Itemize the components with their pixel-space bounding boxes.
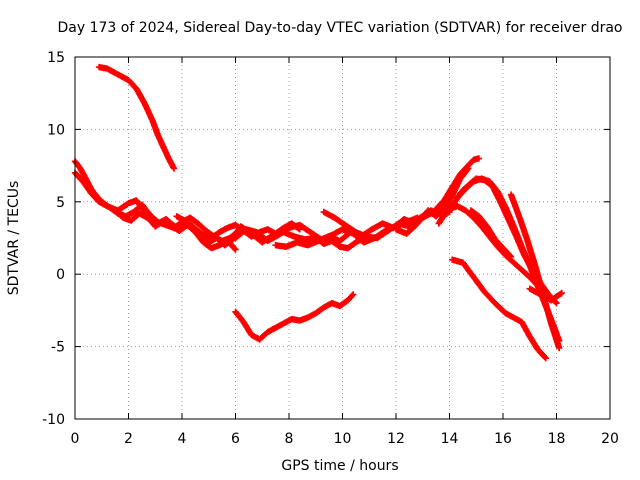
ticks: 0 2 4 6 8 10 12 14 16 18 20 -10 -5 0 5 10 15 [42,50,619,447]
series-markers [232,291,357,343]
series-markers [467,207,515,260]
series-arc-i [419,155,483,221]
series-markers [507,191,563,352]
x-tick-label: 4 [178,431,187,447]
y-tick-label: -10 [42,412,65,428]
series-markers [449,256,549,362]
y-tick-label: 5 [56,195,65,211]
x-tick-label: 6 [231,431,240,447]
series-arc-low [232,291,357,343]
y-tick-label: 15 [47,50,65,66]
series-markers [526,285,565,304]
series-markers [95,63,178,172]
series-arc-n [507,191,563,352]
x-tick-label: 18 [548,431,566,447]
y-tick-label: -5 [51,340,65,356]
data-points [71,63,565,362]
x-tick-label: 20 [601,431,619,447]
x-tick-label: 12 [387,431,405,447]
y-tick-label: 0 [56,267,65,283]
chart-title: Day 173 of 2024, Sidereal Day-to-day VTE… [57,20,622,36]
series-arc-p [526,285,565,304]
series-markers [419,155,483,221]
x-tick-label: 8 [285,431,294,447]
x-tick-label: 16 [494,431,512,447]
series-arc-o [449,256,549,362]
series-arc-high [95,63,178,172]
x-tick-label: 0 [71,431,80,447]
x-tick-label: 2 [124,431,133,447]
x-axis-label: GPS time / hours [281,458,398,474]
y-tick-label: 10 [47,122,65,138]
x-tick-label: 10 [334,431,352,447]
series-arc-m [467,207,515,260]
x-tick-label: 14 [441,431,459,447]
y-axis-label: SDTVAR / TECUs [6,181,22,296]
